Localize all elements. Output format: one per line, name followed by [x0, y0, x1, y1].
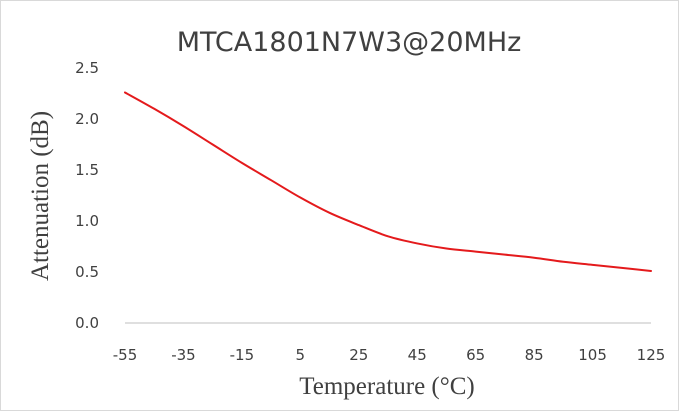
y-tick-labels: 0.0 0.5 1.0 1.5 2.0 2.5: [75, 59, 99, 332]
x-axis-title: Temperature (°C): [299, 373, 475, 400]
x-tick-label: 85: [525, 346, 544, 364]
x-tick-label: -55: [113, 346, 138, 364]
x-tick-label: 65: [466, 346, 485, 364]
x-tick-label: -15: [230, 346, 255, 364]
y-axis-title: Attenuation (dB): [27, 111, 54, 281]
series-layer: [124, 91, 652, 272]
series-line-0: [124, 91, 652, 272]
y-tick-label: 1.0: [75, 212, 99, 230]
x-tick-label: 105: [578, 346, 607, 364]
chart-title: MTCA1801N7W3@20MHz: [177, 27, 522, 58]
y-tick-label: 0.0: [75, 314, 99, 332]
x-tick-label: 45: [408, 346, 427, 364]
y-tick-label: 2.0: [75, 110, 99, 128]
x-tick-label: 5: [296, 346, 306, 364]
x-tick-label: 25: [349, 346, 368, 364]
x-tick-labels: -55 -35 -15 5 25 45 65 85 105 125: [113, 346, 666, 364]
x-tick-label: 125: [637, 346, 666, 364]
y-tick-label: 1.5: [75, 161, 99, 179]
y-tick-label: 0.5: [75, 263, 99, 281]
x-tick-label: -35: [171, 346, 196, 364]
y-tick-label: 2.5: [75, 59, 99, 77]
